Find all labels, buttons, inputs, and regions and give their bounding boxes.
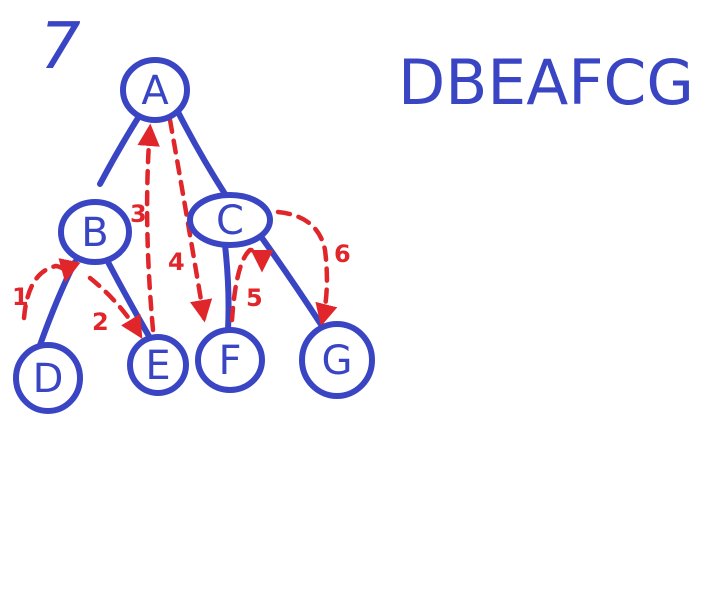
node-circle <box>195 327 265 393</box>
tree-node-e: E <box>127 334 189 396</box>
traversal-step-1: 1 <box>12 258 81 321</box>
node-circle <box>13 342 83 414</box>
tree-node-b: B <box>58 199 132 265</box>
node-circle <box>58 199 132 265</box>
traversal-step-4: 4 <box>167 117 213 323</box>
node-label: E <box>145 343 170 389</box>
traversal-arrow <box>167 117 213 323</box>
node-circle <box>127 334 189 396</box>
traversal-step-3: 3 <box>130 123 160 333</box>
traversal-steps: 1 2 34 5 6 <box>12 117 351 339</box>
traversal-arrow <box>87 275 143 339</box>
tree-edge-b-e <box>105 259 153 341</box>
traversal-arrow <box>229 247 274 323</box>
traversal-step-label: 6 <box>334 240 351 268</box>
node-label: D <box>33 356 64 402</box>
tree-edge-b-d <box>37 259 78 348</box>
node-label: G <box>322 338 353 384</box>
traversal-step-label: 5 <box>246 284 263 312</box>
traversal-step-label: 4 <box>168 248 185 276</box>
traversal-step-label: 1 <box>12 283 29 311</box>
node-label: B <box>81 210 108 256</box>
tree-edge-c-f <box>222 242 232 333</box>
tree-node-d: D <box>13 342 83 414</box>
traversal-step-label: 2 <box>92 308 109 336</box>
traversal-step-6: 6 <box>275 209 351 327</box>
tree-edge-a-b <box>97 115 141 187</box>
traversal-step-2: 2 <box>87 275 143 339</box>
traversal-result: DBEAFCG <box>398 46 694 119</box>
tree-node-f: F <box>195 327 265 393</box>
tree-node-a: A <box>120 57 190 123</box>
traversal-arrow <box>137 123 160 333</box>
tree-edge-a-c <box>175 109 228 197</box>
node-label: C <box>216 198 244 244</box>
tree-nodes: A B C D E F G <box>13 57 375 414</box>
node-circle <box>299 321 375 399</box>
traversal-step-5: 5 <box>229 247 274 323</box>
node-label: A <box>141 68 169 114</box>
traversal-arrow <box>21 258 81 321</box>
traversal-arrow <box>275 209 338 327</box>
node-circle <box>187 192 273 248</box>
node-label: F <box>218 338 241 384</box>
node-circle <box>120 57 190 123</box>
traversal-step-label: 3 <box>130 200 147 228</box>
tree-edge-c-g <box>259 235 325 329</box>
tree-node-c: C <box>187 192 273 248</box>
problem-number: 7 <box>40 10 81 84</box>
tree-node-g: G <box>299 321 375 399</box>
